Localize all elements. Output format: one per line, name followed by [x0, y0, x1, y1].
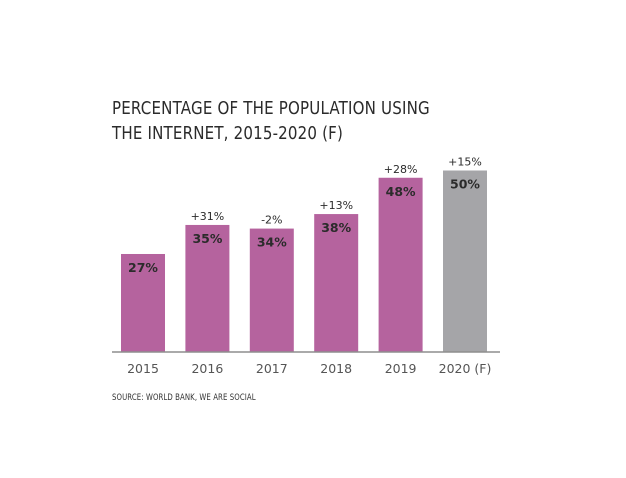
change-label: +13%: [319, 199, 353, 212]
bar-2015: [121, 253, 165, 352]
chart-title-line-2: THE INTERNET, 2015-2020 (F): [112, 124, 344, 144]
chart-title: PERCENTAGE OF THE POPULATION USING THE I…: [112, 97, 473, 147]
bar-2017: [249, 228, 294, 352]
x-tick-label: 2016: [191, 361, 223, 376]
change-label: +15%: [448, 156, 482, 169]
bar-2018: [314, 214, 359, 352]
value-label: 50%: [450, 177, 480, 192]
change-label: -2%: [261, 214, 282, 227]
change-label: +31%: [191, 210, 225, 223]
value-label: 34%: [257, 235, 287, 250]
value-label: 35%: [192, 231, 222, 246]
x-tick-label: 2017: [256, 361, 288, 376]
value-label: 38%: [321, 220, 351, 235]
value-label: 27%: [128, 260, 158, 275]
x-tick-label: 2015: [127, 361, 159, 376]
bar-2020F: [443, 170, 487, 352]
value-label: 48%: [386, 184, 416, 199]
source-note: SOURCE: WORLD BANK, WE ARE SOCIAL: [112, 393, 256, 403]
bar-2019: [378, 177, 423, 352]
chart-title-line-1: PERCENTAGE OF THE POPULATION USING: [112, 99, 430, 119]
x-tick-label: 2019: [385, 361, 417, 376]
x-tick-label: 2018: [320, 361, 352, 376]
x-tick-label: 2020 (F): [439, 361, 492, 376]
change-label: +28%: [384, 163, 418, 176]
bar-2016: [185, 224, 230, 352]
